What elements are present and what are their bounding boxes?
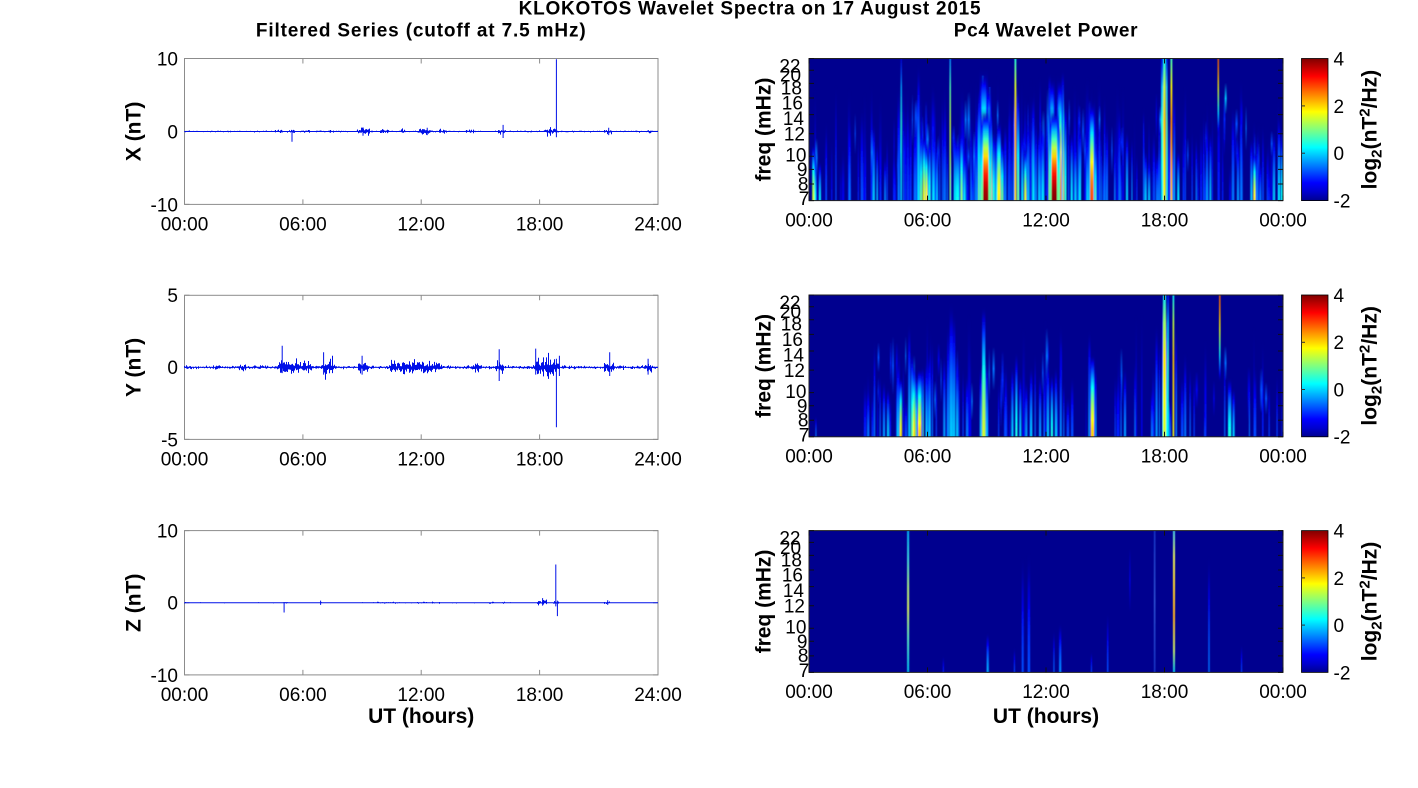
svg-text:freq (mHz): freq (mHz) — [753, 550, 776, 654]
svg-text:0: 0 — [167, 358, 178, 379]
svg-text:12: 12 — [784, 361, 805, 382]
svg-text:24:00: 24:00 — [634, 214, 682, 235]
svg-text:9: 9 — [797, 632, 808, 653]
svg-text:06:00: 06:00 — [279, 449, 327, 470]
svg-text:10: 10 — [785, 146, 806, 167]
svg-text:8: 8 — [798, 411, 809, 432]
svg-text:18:00: 18:00 — [1141, 447, 1189, 468]
svg-text:00:00: 00:00 — [1259, 447, 1307, 468]
svg-text:0: 0 — [167, 594, 178, 615]
svg-text:UT (hours): UT (hours) — [368, 705, 474, 728]
svg-text:Filtered Series (cutoff at 7.5: Filtered Series (cutoff at 7.5 mHz) — [256, 20, 587, 41]
svg-text:12: 12 — [784, 125, 805, 146]
svg-text:7: 7 — [799, 425, 810, 446]
svg-text:12:00: 12:00 — [397, 214, 445, 235]
svg-text:8: 8 — [798, 646, 809, 667]
svg-text:24:00: 24:00 — [634, 449, 682, 470]
svg-text:10: 10 — [785, 382, 806, 403]
svg-text:18: 18 — [781, 78, 802, 99]
svg-text:UT (hours): UT (hours) — [993, 705, 1099, 728]
svg-text:14: 14 — [783, 109, 805, 130]
svg-text:12:00: 12:00 — [397, 449, 445, 470]
svg-text:18:00: 18:00 — [516, 214, 564, 235]
svg-text:2: 2 — [1334, 97, 1345, 118]
svg-text:9: 9 — [797, 160, 808, 181]
svg-text:Y (nT): Y (nT) — [123, 338, 146, 397]
svg-text:00:00: 00:00 — [161, 449, 209, 470]
svg-text:12:00: 12:00 — [1022, 210, 1070, 231]
svg-text:06:00: 06:00 — [904, 682, 952, 703]
svg-text:X (nT): X (nT) — [123, 102, 146, 161]
svg-text:-2: -2 — [1334, 192, 1351, 213]
svg-text:12:00: 12:00 — [1022, 447, 1070, 468]
svg-text:10: 10 — [157, 522, 178, 543]
svg-text:10: 10 — [785, 618, 806, 639]
svg-text:18:00: 18:00 — [516, 449, 564, 470]
svg-text:freq (mHz): freq (mHz) — [753, 314, 776, 418]
svg-text:5: 5 — [167, 286, 178, 307]
svg-text:0: 0 — [1334, 616, 1345, 637]
svg-text:14: 14 — [783, 581, 805, 602]
svg-text:8: 8 — [798, 174, 809, 195]
svg-text:18: 18 — [781, 550, 802, 571]
svg-text:22: 22 — [779, 56, 800, 77]
svg-text:KLOKOTOS Wavelet Spectra on 17: KLOKOTOS Wavelet Spectra on 17 August 20… — [519, 0, 982, 19]
svg-text:00:00: 00:00 — [785, 210, 833, 231]
svg-text:18:00: 18:00 — [1141, 210, 1189, 231]
svg-text:4: 4 — [1334, 522, 1345, 543]
svg-text:7: 7 — [799, 661, 810, 682]
svg-text:22: 22 — [779, 293, 800, 314]
svg-text:18:00: 18:00 — [1141, 682, 1189, 703]
svg-text:06:00: 06:00 — [904, 210, 952, 231]
svg-text:14: 14 — [783, 345, 805, 366]
svg-text:2: 2 — [1334, 569, 1345, 590]
svg-text:06:00: 06:00 — [279, 214, 327, 235]
svg-text:20: 20 — [780, 66, 801, 87]
svg-text:freq (mHz): freq (mHz) — [753, 78, 776, 182]
svg-text:06:00: 06:00 — [279, 685, 327, 706]
svg-text:10: 10 — [157, 49, 178, 70]
svg-text:log2(nT2/Hz): log2(nT2/Hz) — [1357, 542, 1386, 661]
svg-text:00:00: 00:00 — [785, 682, 833, 703]
svg-text:12:00: 12:00 — [1022, 682, 1070, 703]
svg-text:12:00: 12:00 — [397, 685, 445, 706]
svg-text:24:00: 24:00 — [634, 685, 682, 706]
svg-text:0: 0 — [167, 122, 178, 143]
svg-text:20: 20 — [780, 538, 801, 559]
svg-text:9: 9 — [797, 396, 808, 417]
svg-text:4: 4 — [1334, 49, 1345, 70]
svg-text:-2: -2 — [1334, 663, 1351, 684]
svg-text:00:00: 00:00 — [785, 447, 833, 468]
svg-text:log2(nT2/Hz): log2(nT2/Hz) — [1357, 70, 1386, 189]
svg-text:0: 0 — [1334, 380, 1345, 401]
svg-text:12: 12 — [784, 597, 805, 618]
svg-text:00:00: 00:00 — [1259, 210, 1307, 231]
svg-text:22: 22 — [779, 529, 800, 550]
svg-text:0: 0 — [1334, 144, 1345, 165]
svg-text:18:00: 18:00 — [516, 685, 564, 706]
svg-text:06:00: 06:00 — [904, 447, 952, 468]
svg-text:-10: -10 — [151, 195, 178, 216]
svg-text:-10: -10 — [151, 666, 178, 687]
svg-text:2: 2 — [1334, 333, 1345, 354]
svg-text:00:00: 00:00 — [1259, 682, 1307, 703]
svg-text:16: 16 — [782, 330, 803, 351]
svg-text:Z (nT): Z (nT) — [123, 574, 146, 632]
svg-text:00:00: 00:00 — [161, 214, 209, 235]
svg-text:20: 20 — [780, 302, 801, 323]
svg-text:-5: -5 — [161, 430, 178, 451]
svg-text:16: 16 — [782, 566, 803, 587]
svg-text:log2(nT2/Hz): log2(nT2/Hz) — [1357, 306, 1386, 425]
svg-text:-2: -2 — [1334, 428, 1351, 449]
svg-text:16: 16 — [782, 94, 803, 115]
svg-text:4: 4 — [1334, 286, 1345, 307]
svg-text:Pc4 Wavelet Power: Pc4 Wavelet Power — [954, 20, 1138, 41]
svg-text:00:00: 00:00 — [161, 685, 209, 706]
svg-text:18: 18 — [781, 315, 802, 336]
svg-text:7: 7 — [799, 189, 810, 210]
